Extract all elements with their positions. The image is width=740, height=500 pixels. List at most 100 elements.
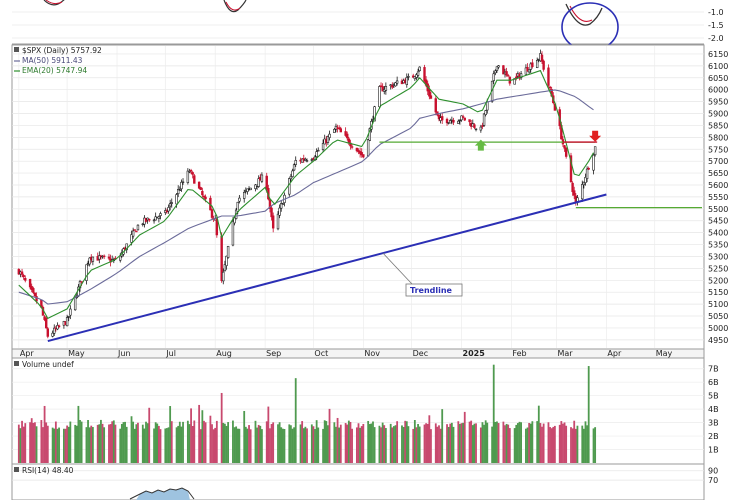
candle-body <box>186 170 190 183</box>
volume-bar <box>428 415 431 463</box>
volume-bar <box>291 428 294 463</box>
top-curve-red <box>225 1 241 11</box>
volume-bar <box>74 424 77 463</box>
volume-bar <box>19 428 22 463</box>
volume-bar <box>56 428 59 463</box>
volume-bar <box>22 426 25 463</box>
volume-bar <box>270 424 273 463</box>
volume-bar <box>338 427 341 463</box>
rsi-panel <box>11 463 705 500</box>
date-tick-label: Jun <box>117 349 131 358</box>
volume-bar <box>549 427 551 463</box>
volume-bar <box>463 411 466 463</box>
volume-bar <box>175 427 178 463</box>
volume-bar <box>42 427 44 463</box>
price-tick-label: 5400 <box>708 229 728 238</box>
candle-body <box>526 67 529 72</box>
volume-bar <box>63 428 65 463</box>
volume-bar <box>112 420 115 463</box>
volume-bar <box>547 422 550 463</box>
candle-body <box>542 60 545 70</box>
volume-bar <box>108 424 110 463</box>
volume-bar <box>51 427 54 463</box>
volume-bar <box>130 416 133 463</box>
volume-bar <box>389 423 392 463</box>
volume-tick-label: 6B <box>708 378 719 387</box>
volume-bar <box>310 424 313 463</box>
candle-body <box>584 177 587 183</box>
volume-bar <box>167 427 170 463</box>
candle-body <box>189 170 193 172</box>
candle-body <box>178 189 182 191</box>
candle-body <box>119 255 122 261</box>
candle-body <box>434 98 437 113</box>
date-tick-label: Mar <box>558 349 574 358</box>
volume-bar <box>294 378 297 463</box>
volume-bar <box>243 410 246 463</box>
candle-body <box>394 82 397 87</box>
rsi-tick-label: 70 <box>708 476 718 485</box>
price-tick-label: 4950 <box>708 336 728 345</box>
volume-bar <box>367 420 370 463</box>
candle-body <box>339 128 342 133</box>
volume-bar <box>209 415 212 463</box>
volume-bar <box>220 392 223 463</box>
volume-bar <box>426 423 429 463</box>
candle-body <box>33 292 37 297</box>
volume-bar <box>302 428 305 463</box>
candle-body <box>148 219 151 221</box>
candle-body <box>291 170 294 177</box>
rsi-legend-label: RSI(14) 48.40 <box>22 466 74 475</box>
candle-body <box>315 151 318 157</box>
candle-body <box>88 257 91 265</box>
candle-body <box>502 65 505 75</box>
volume-bar <box>148 407 151 463</box>
volume-bar <box>111 421 114 463</box>
candle-body <box>180 181 183 190</box>
volume-tick-label: 5B <box>708 392 719 401</box>
candle-body <box>53 327 56 334</box>
volume-legend-label: Volume undef <box>22 360 74 369</box>
candle-body <box>246 188 249 192</box>
candle-body <box>249 187 252 191</box>
volume-bar <box>212 429 215 463</box>
symbol-legend: $SPX (Daily) 5757.92 <box>22 46 102 55</box>
date-tick-label: Aug <box>216 349 232 358</box>
volume-bar <box>325 421 328 463</box>
volume-bar <box>64 428 67 463</box>
price-tick-label: 5300 <box>708 252 728 261</box>
volume-bar <box>137 422 139 463</box>
candle-body <box>168 203 172 207</box>
volume-bar <box>383 425 386 463</box>
candle-body <box>540 54 544 62</box>
rsi-line <box>129 487 195 500</box>
volume-bar <box>215 420 218 463</box>
volume-bar <box>120 423 123 463</box>
candle-body <box>571 182 574 193</box>
volume-bar <box>505 423 508 463</box>
volume-bar <box>77 405 80 463</box>
volume-bar <box>368 424 371 463</box>
candle-body <box>515 76 518 78</box>
volume-bar <box>473 423 476 463</box>
candle-body <box>243 192 246 199</box>
volume-bar <box>222 422 225 463</box>
trendline-label: Trendline <box>410 286 453 295</box>
volume-bars <box>17 364 597 463</box>
volume-bar <box>322 428 324 463</box>
volume-bar <box>441 409 444 463</box>
candle-body <box>519 73 523 79</box>
volume-bar <box>351 428 353 463</box>
volume-bar <box>306 428 308 463</box>
volume-bar <box>154 422 157 463</box>
candle-body <box>350 146 354 148</box>
volume-bar <box>30 418 33 463</box>
candle-body <box>527 69 531 73</box>
volume-bar <box>459 423 461 463</box>
ema20-legend: EMA(20) 5747.94 <box>22 66 87 75</box>
volume-bar <box>393 426 395 463</box>
price-gridlines <box>12 46 704 348</box>
candle-body <box>177 189 180 195</box>
price-axis: 6150 6100 6050 6000 5950 5900 5850 5800 5750 5700… <box>708 50 728 345</box>
volume-axis: 7B 6B 5B 4B 3B 2B 1B <box>708 365 719 455</box>
